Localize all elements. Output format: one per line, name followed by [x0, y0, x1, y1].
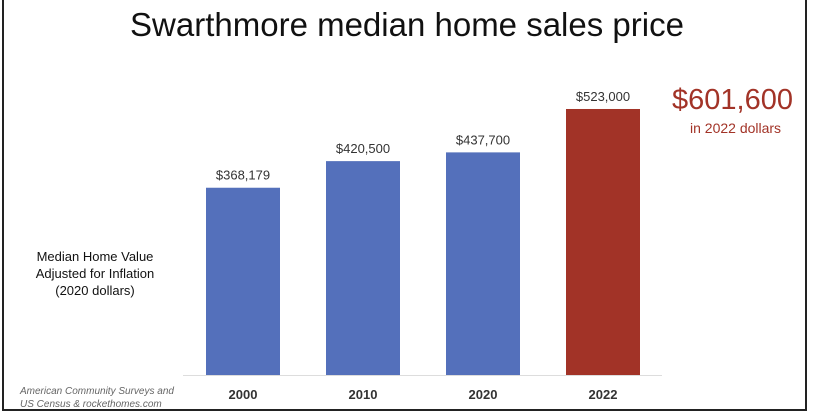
y-axis-label-line: Adjusted for Inflation [35, 266, 155, 281]
y-axis-label-line: (2020 dollars) [55, 283, 135, 298]
source-line: US Census & rockethomes.com [20, 399, 162, 410]
bar-2000 [206, 187, 280, 375]
source-line: American Community Surveys and [20, 386, 174, 397]
data-label: $420,500 [336, 141, 390, 156]
x-tick-label: 2010 [349, 387, 378, 402]
y-axis-label-line: Median Home Value [36, 249, 154, 264]
x-tick-label: 2022 [589, 387, 618, 402]
data-label: $437,700 [456, 132, 510, 147]
y-axis-label: Median Home Value Adjusted for Inflation… [20, 248, 170, 299]
bar-2022 [566, 108, 640, 375]
annotation-value: $601,600 [672, 84, 793, 116]
data-label: $368,179 [216, 168, 270, 183]
data-label: $523,000 [576, 89, 630, 104]
bar-2010 [326, 161, 400, 375]
x-tick-label: 2020 [469, 387, 498, 402]
bar-2020 [446, 152, 520, 375]
x-tick-label: 2000 [229, 387, 258, 402]
chart-frame [2, 0, 807, 411]
annotation-subtitle: in 2022 dollars [690, 120, 782, 136]
chart-title: Swarthmore median home sales price [130, 6, 684, 43]
source-note: American Community Surveys and US Census… [20, 385, 174, 411]
